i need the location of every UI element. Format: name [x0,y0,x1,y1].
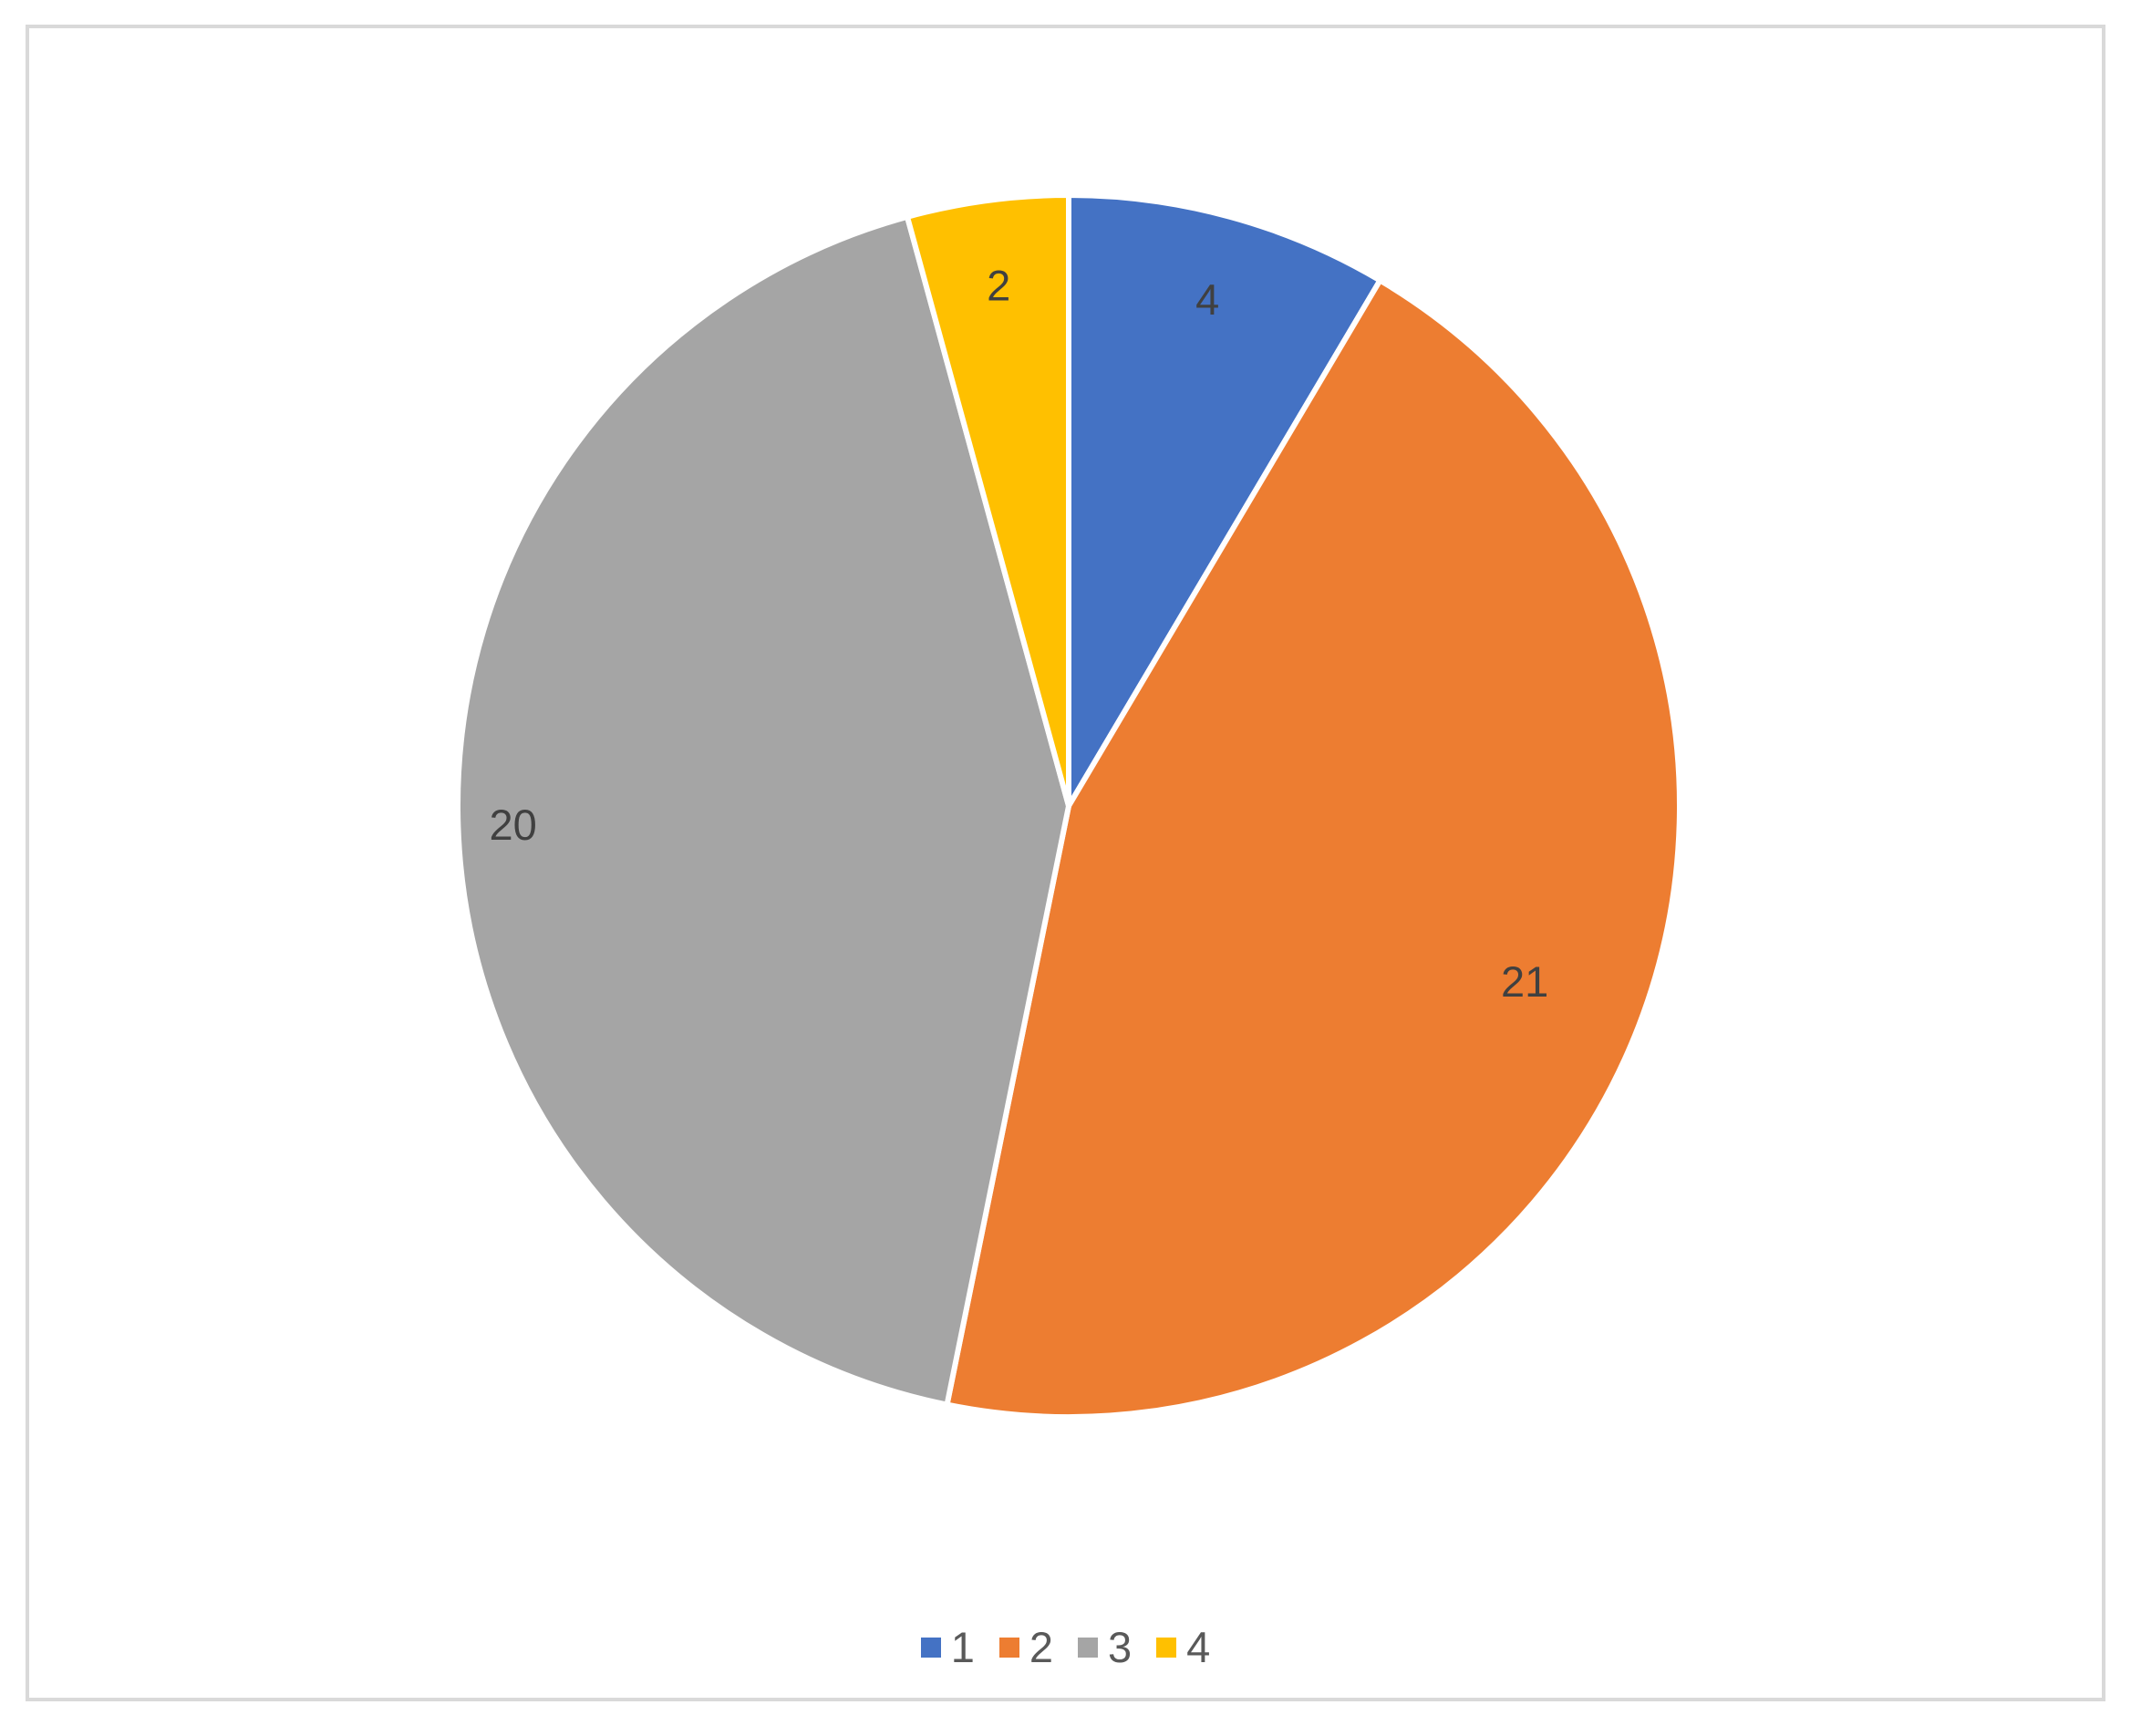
legend-item-1: 1 [920,1623,975,1671]
legend-label-2: 2 [1029,1623,1053,1671]
data-label-4: 2 [987,261,1010,309]
legend-label-4: 4 [1186,1623,1211,1671]
data-label-3: 20 [489,801,536,849]
legend-swatch-3 [1078,1637,1098,1658]
pie-chart: 4 21 20 2 [455,192,1682,1420]
legend-item-2: 2 [998,1623,1053,1671]
legend-item-4: 4 [1156,1626,1210,1669]
legend-swatch-4 [1156,1637,1177,1658]
legend-swatch-2 [998,1637,1019,1658]
chart-frame: 4 21 20 2 1 2 3 4 [26,25,2105,1701]
pie-slice-1 [1066,192,1383,809]
pie-slice-2 [944,277,1682,1420]
chart-legend: 1 2 3 4 [29,1626,2102,1669]
pie-slice-4 [904,192,1071,809]
data-label-1: 4 [1195,275,1219,324]
legend-item-3: 3 [1078,1626,1132,1669]
legend-label-3: 3 [1108,1623,1133,1671]
legend-label-1: 1 [950,1623,975,1671]
legend-swatch-1 [920,1637,941,1658]
pie-slice-3 [455,213,1071,1408]
data-label-2: 21 [1501,957,1548,1006]
